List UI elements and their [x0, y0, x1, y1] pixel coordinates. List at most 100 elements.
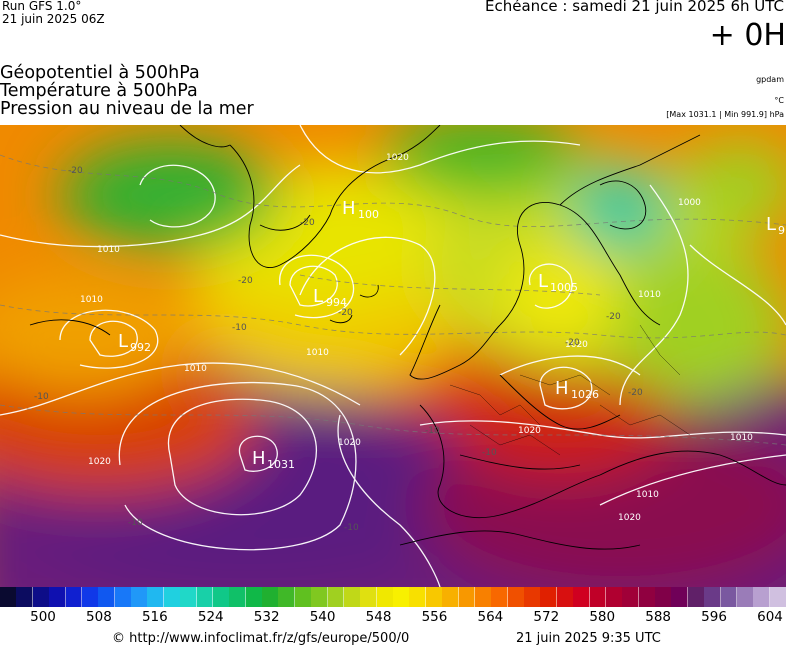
- color-swatch: [655, 587, 672, 607]
- high-center-value: 1026: [571, 388, 599, 401]
- isobar-label: 1010: [306, 348, 329, 358]
- color-swatch: [573, 587, 590, 607]
- isobar-label: 1010: [730, 433, 753, 443]
- coastlines: [29, 125, 786, 550]
- isobar-labels: 1020 1010 1010 1020 1010 1020 1010 1000 …: [80, 153, 753, 523]
- isobar-label: 1010: [638, 290, 661, 300]
- color-scale-tick-label: 500: [30, 609, 56, 625]
- low-center-value: 992: [130, 341, 151, 354]
- color-swatch: [524, 587, 541, 607]
- color-scale-tick-label: 532: [253, 609, 280, 625]
- color-swatch: [704, 587, 721, 607]
- color-scale-tick-label: 548: [365, 609, 392, 625]
- field-title-temperature: Température à 500hPa: [0, 81, 198, 101]
- color-scale-labels: 500 508 516 524 532 540 548 556 564 572 580 588 596 6…: [0, 609, 786, 627]
- isotherm-label: -10: [482, 448, 497, 458]
- isotherm-label: -10: [128, 518, 143, 528]
- unit-geopotential: gpdam: [756, 75, 784, 84]
- color-swatch: [245, 587, 263, 607]
- isobar-label: 1020: [518, 426, 541, 436]
- color-swatch: [442, 587, 459, 607]
- isobar-label: 1020: [386, 153, 409, 163]
- color-swatch: [622, 587, 640, 607]
- color-swatch: [736, 587, 754, 607]
- high-center-letter: H: [342, 198, 356, 219]
- color-swatch: [131, 587, 148, 607]
- run-model-label: Run GFS 1.0°: [2, 0, 82, 13]
- color-swatch: [589, 587, 607, 607]
- isotherm-label: -20: [238, 276, 253, 286]
- color-swatch: [65, 587, 83, 607]
- isobars: [0, 125, 786, 587]
- color-swatch: [507, 587, 525, 607]
- color-swatch: [376, 587, 394, 607]
- isobar-label: 1020: [618, 513, 641, 523]
- color-swatch: [753, 587, 771, 607]
- isobar-label: 1010: [97, 245, 120, 255]
- isobar-label: 1000: [678, 198, 701, 208]
- color-swatch: [0, 587, 17, 607]
- isotherm-label: -20: [68, 166, 83, 176]
- high-pressure-center: H 100: [342, 198, 379, 221]
- color-swatch: [16, 587, 34, 607]
- color-swatch: [605, 587, 623, 607]
- geopotential-field: [0, 125, 786, 587]
- field-title-pressure: Pression au niveau de la mer: [0, 99, 254, 119]
- weather-map: H 1031 H 1026 H 100 L 994 L 992 L 1005 L…: [0, 125, 786, 587]
- color-swatch: [720, 587, 738, 607]
- high-center-letter: H: [252, 448, 266, 469]
- color-swatch: [114, 587, 132, 607]
- color-scale-tick-label: 588: [645, 609, 672, 625]
- isotherm-label: -20: [300, 218, 315, 228]
- isobar-label: 1010: [80, 295, 103, 305]
- low-center-value: 1005: [550, 281, 578, 294]
- color-swatch: [147, 587, 165, 607]
- color-swatch: [311, 587, 328, 607]
- high-center-value: 1031: [267, 458, 295, 471]
- low-center-letter: L: [766, 214, 776, 235]
- color-scale-tick-label: 508: [86, 609, 112, 625]
- isobar-label: 1010: [184, 364, 207, 374]
- color-swatch: [458, 587, 476, 607]
- pressure-range: [Max 1031.1 | Min 991.9] hPa: [666, 110, 784, 119]
- low-center-value: 994: [326, 296, 347, 309]
- low-center-letter: L: [118, 331, 128, 352]
- color-scale-tick-label: 580: [589, 609, 616, 625]
- color-swatch: [769, 587, 786, 607]
- isotherm-labels: -20 -20 -20 -20 -10 -10 -10 -10 -10 -20 …: [34, 166, 643, 533]
- field-title-geopotential: Géopotentiel à 500hPa: [0, 63, 200, 83]
- color-swatch: [425, 587, 443, 607]
- low-center-letter: L: [538, 271, 548, 292]
- color-swatch: [360, 587, 378, 607]
- run-date-label: 21 juin 2025 06Z: [2, 12, 105, 26]
- isotherm-label: -10: [232, 323, 247, 333]
- country-borders: [449, 324, 691, 456]
- color-swatch: [196, 587, 214, 607]
- color-scale-bar: [0, 587, 786, 607]
- color-swatch: [409, 587, 427, 607]
- high-center-value: 100: [358, 208, 379, 221]
- high-pressure-center: H 1031: [252, 448, 295, 471]
- low-center-value: 9: [778, 224, 785, 237]
- color-scale-tick-label: 524: [197, 609, 224, 625]
- low-pressure-center: L 992: [118, 331, 151, 354]
- generated-timestamp: 21 juin 2025 9:35 UTC: [516, 631, 661, 646]
- color-swatch: [163, 587, 181, 607]
- isotherm-label: -20: [606, 312, 621, 322]
- unit-temperature: °C: [774, 96, 784, 105]
- color-scale-tick-label: 540: [309, 609, 336, 625]
- color-swatch: [343, 587, 361, 607]
- source-credit: © http://www.infoclimat.fr/z/gfs/europe/…: [112, 631, 410, 646]
- color-scale-tick-label: 604: [757, 609, 783, 625]
- color-scale-tick-label: 596: [701, 609, 727, 625]
- color-swatch: [32, 587, 50, 607]
- color-scale-tick-label: 516: [141, 609, 168, 625]
- low-pressure-center: L 9: [766, 214, 785, 237]
- isotherm-label: -10: [425, 426, 440, 436]
- color-scale-tick-label: 572: [533, 609, 560, 625]
- color-swatch: [229, 587, 247, 607]
- low-pressure-center: L 994: [313, 286, 347, 309]
- color-swatch: [671, 587, 689, 607]
- color-swatch: [294, 587, 312, 607]
- low-pressure-center: L 1005: [538, 271, 578, 294]
